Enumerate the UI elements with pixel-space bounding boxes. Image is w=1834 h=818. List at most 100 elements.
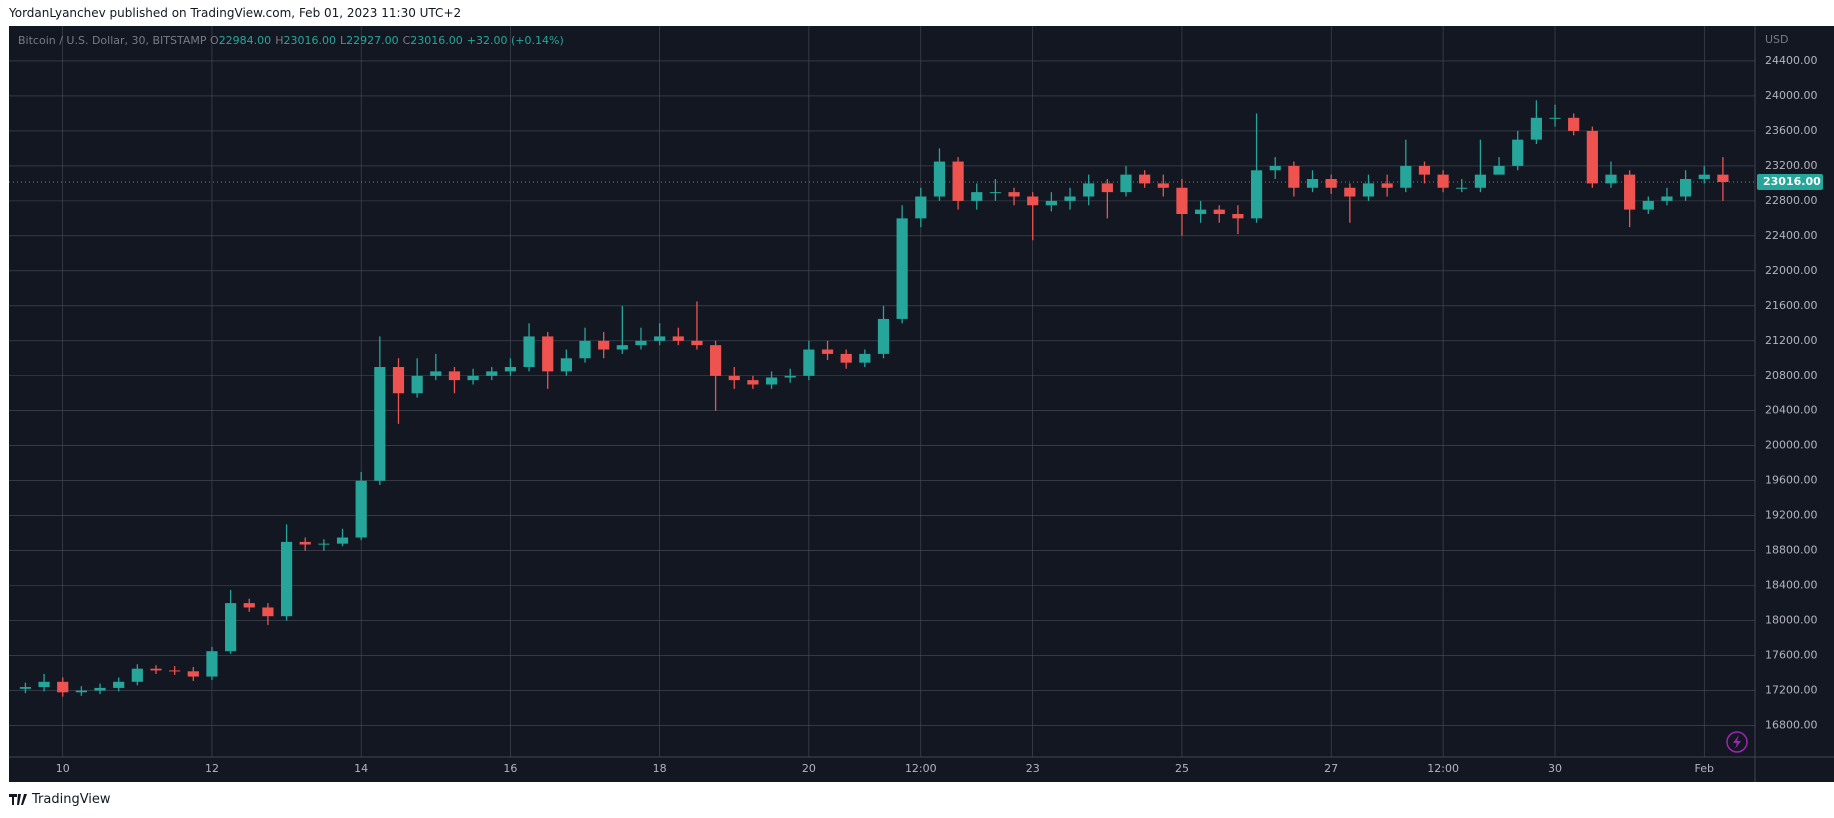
- y-tick-label: 22800.00: [1765, 194, 1818, 207]
- candle-body: [1269, 165, 1281, 171]
- candle-body: [1418, 165, 1431, 175]
- candle-body: [75, 690, 87, 693]
- y-tick-label: 20800.00: [1765, 369, 1818, 382]
- legend-value: 23016.00: [410, 34, 463, 47]
- change: +32.00 (+0.14%): [466, 34, 564, 47]
- legend-value: 22984.00: [218, 34, 272, 47]
- x-tick-label: 12:00: [905, 762, 937, 775]
- candle-body: [243, 603, 255, 608]
- candle-body: [840, 353, 852, 363]
- candle-body: [654, 336, 666, 341]
- candle-body: [971, 192, 983, 201]
- y-tick-label: 19200.00: [1765, 509, 1818, 522]
- candle-body: [1083, 183, 1095, 197]
- alert-icon[interactable]: [1726, 731, 1748, 753]
- x-tick-label: 20: [802, 762, 816, 775]
- y-tick-label: 23200.00: [1765, 159, 1818, 172]
- y-tick-label: 22000.00: [1765, 264, 1818, 277]
- byline: YordanLyanchev published on TradingView.…: [9, 6, 462, 20]
- y-tick-label: 21600.00: [1765, 299, 1818, 312]
- x-tick-label: 23: [1026, 762, 1040, 775]
- y-tick-label: 21200.00: [1765, 334, 1818, 347]
- candle-body: [1027, 196, 1039, 206]
- candle-body: [1381, 183, 1393, 188]
- legend-value: 22927.00: [346, 34, 399, 47]
- candle-body: [1717, 174, 1729, 182]
- x-tick-label: 16: [503, 762, 517, 775]
- candle-body: [336, 537, 349, 544]
- y-tick-label: 19600.00: [1765, 474, 1818, 487]
- alert-icon-bolt: [1733, 735, 1741, 749]
- currency: USD: [1765, 33, 1789, 46]
- legend-key: O: [210, 34, 219, 47]
- x-tick-label: 10: [56, 762, 70, 775]
- candle-body: [560, 358, 572, 372]
- candle-body: [169, 670, 181, 672]
- candle-body: [523, 336, 535, 368]
- candle-body: [598, 340, 610, 350]
- candle-body: [821, 349, 834, 354]
- y-tick-label: 20000.00: [1765, 439, 1818, 452]
- x-tick-label: 12: [205, 762, 219, 775]
- y-tick-label: 17200.00: [1765, 684, 1818, 697]
- candle-body: [1437, 174, 1449, 188]
- candle-body: [728, 375, 740, 381]
- candle-body: [1157, 183, 1169, 188]
- legend-key: C: [402, 34, 411, 47]
- candle-body: [113, 681, 125, 688]
- candle-body: [1344, 187, 1356, 197]
- candle-body: [1213, 209, 1225, 214]
- candle-body: [1064, 196, 1076, 201]
- x-tick-label: 14: [354, 762, 368, 775]
- candle-body: [131, 668, 143, 682]
- candle-body: [915, 196, 927, 219]
- candle-body: [486, 371, 498, 376]
- candle-body: [187, 671, 199, 677]
- candle-body: [1325, 179, 1337, 188]
- candle-body: [1176, 187, 1188, 214]
- candle-body: [504, 367, 517, 372]
- candle-body: [94, 687, 106, 691]
- candle-body: [1139, 174, 1151, 184]
- candle-body: [672, 336, 684, 341]
- y-tick-label: 20400.00: [1765, 404, 1818, 417]
- last-price-label: 23016.00: [1763, 175, 1821, 188]
- candle-body: [206, 651, 218, 677]
- candle-body: [1512, 139, 1524, 166]
- x-tick-label: 30: [1548, 762, 1562, 775]
- candle-body: [19, 687, 32, 689]
- candle-body: [784, 375, 796, 378]
- candle-body: [1120, 174, 1132, 193]
- footer: TradingView: [9, 792, 111, 807]
- candle-body: [1232, 213, 1244, 219]
- candle-body: [635, 340, 647, 346]
- candle-body: [150, 668, 162, 671]
- candle-body: [710, 345, 722, 376]
- candle-body: [1642, 200, 1654, 210]
- candle-body: [392, 367, 405, 394]
- candle-body: [616, 345, 628, 350]
- candle-body: [1474, 174, 1487, 188]
- chart-background: [9, 26, 1834, 782]
- candle-body: [1400, 165, 1412, 188]
- candle-body: [1362, 183, 1375, 197]
- candle-body: [1288, 165, 1300, 188]
- candle-body: [355, 480, 367, 538]
- legend: Bitcoin / U.S. Dollar, 30, BITSTAMP O229…: [18, 34, 570, 47]
- candle-body: [262, 607, 274, 617]
- y-tick-label: 23600.00: [1765, 124, 1818, 137]
- candle-body: [1624, 174, 1636, 210]
- legend-value: 23016.00: [283, 34, 336, 47]
- symbol: Bitcoin / U.S. Dollar, 30, BITSTAMP: [18, 34, 207, 47]
- candle-body: [896, 218, 908, 319]
- candle-body: [859, 353, 871, 363]
- candle-body: [1250, 170, 1263, 219]
- candle-body: [467, 375, 479, 381]
- candle-body: [1661, 196, 1673, 201]
- ohlc: O22984.00 H23016.00 L22927.00 C23016.00: [210, 34, 467, 47]
- candle-body: [1568, 117, 1580, 131]
- candle-body: [280, 541, 293, 617]
- candle-body: [1045, 200, 1057, 206]
